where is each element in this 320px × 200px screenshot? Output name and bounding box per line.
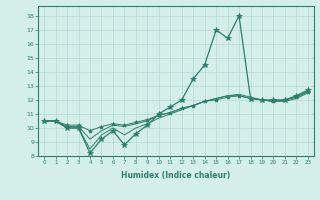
X-axis label: Humidex (Indice chaleur): Humidex (Indice chaleur) — [121, 171, 231, 180]
